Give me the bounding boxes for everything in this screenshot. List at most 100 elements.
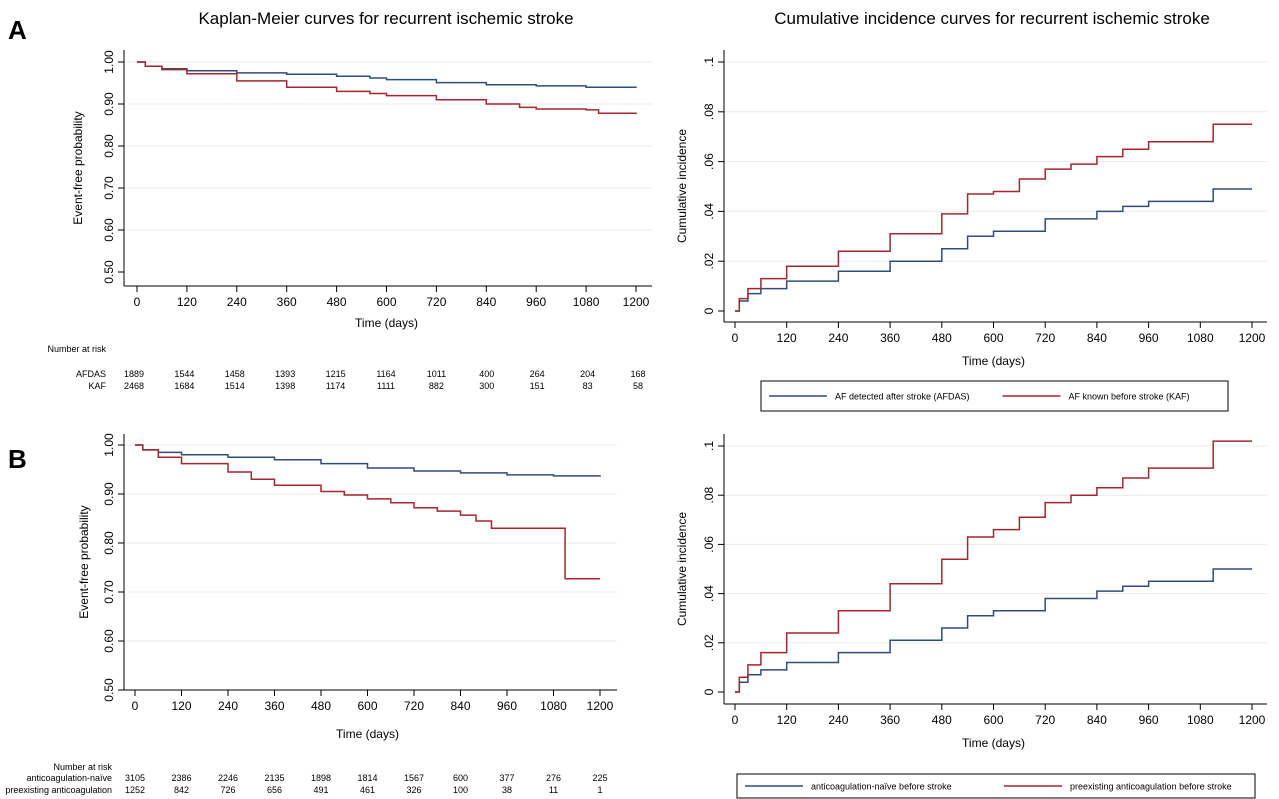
risk-value: 204 [580, 369, 595, 379]
x-tick-label: 0 [732, 331, 739, 345]
risk-value: 276 [546, 773, 561, 783]
risk-value: 2468 [124, 381, 144, 391]
y-tick-label: 0 [702, 688, 716, 695]
km-title: Kaplan-Meier curves for recurrent ischem… [198, 9, 573, 28]
risk-value: 2246 [218, 773, 238, 783]
y-tick-label: .02 [702, 253, 716, 270]
x-tick-label: 240 [227, 295, 247, 309]
risk-value: 842 [174, 785, 189, 795]
y-tick-label: 0.80 [102, 134, 116, 158]
y-axis-label: Event-free probability [77, 505, 91, 618]
legend-label: AF detected after stroke (AFDAS) [835, 392, 970, 402]
panel-letter-b: B [8, 444, 27, 474]
x-tick-label: 120 [777, 713, 797, 727]
y-tick-label: 0.60 [102, 218, 116, 242]
series-line-red [735, 440, 1252, 693]
x-tick-label: 720 [404, 699, 424, 713]
risk-value: 1215 [326, 369, 346, 379]
risk-value: 1814 [357, 773, 377, 783]
risk-value: 1011 [427, 369, 446, 379]
risk-value: 882 [429, 381, 444, 391]
risk-value: 225 [592, 773, 607, 783]
risk-value: 656 [267, 785, 282, 795]
risk-value: 377 [499, 773, 514, 783]
x-tick-label: 600 [983, 713, 1003, 727]
x-tick-label: 960 [1139, 331, 1159, 345]
risk-value: 1889 [124, 369, 144, 379]
x-tick-label: 720 [426, 295, 446, 309]
series-line-red [735, 123, 1252, 312]
y-tick-label: .1 [702, 57, 716, 67]
chart-1: 0 120 240 360 480 600 720 840 960 1080 1200 0.50 0.6… [47, 50, 652, 391]
risk-value: 1 [597, 785, 602, 795]
y-axis-label: Cumulative incidence [675, 512, 689, 626]
risk-value: 1544 [174, 369, 194, 379]
chart-3: 0 120 240 360 480 600 720 840 960 1080 1200 0.50 0.6… [5, 433, 617, 795]
x-tick-label: 1080 [573, 295, 600, 309]
legend-label: preexisting anticoagulation before strok… [1070, 782, 1232, 792]
y-tick-label: 0.90 [102, 482, 116, 506]
risk-table-header: Number at risk [47, 344, 106, 354]
x-tick-label: 120 [777, 331, 797, 345]
x-tick-label: 0 [732, 713, 739, 727]
series-line-red [135, 444, 600, 580]
risk-value: 168 [630, 369, 645, 379]
x-tick-label: 720 [1035, 331, 1055, 345]
series-line-blue [137, 61, 637, 88]
x-tick-label: 840 [1087, 713, 1107, 727]
risk-value: 726 [220, 785, 235, 795]
y-tick-label: .04 [702, 585, 716, 602]
y-tick-label: .08 [702, 487, 716, 504]
x-tick-label: 1200 [1239, 331, 1266, 345]
y-axis-label: Event-free probability [71, 111, 85, 224]
risk-value: 2135 [264, 773, 284, 783]
x-tick-label: 1080 [1187, 713, 1214, 727]
risk-row-label: preexisting anticoagulation [5, 785, 112, 795]
risk-value: 83 [583, 381, 593, 391]
ci-title: Cumulative incidence curves for recurren… [774, 9, 1210, 28]
risk-value: 491 [313, 785, 328, 795]
x-tick-label: 360 [277, 295, 297, 309]
risk-value: 151 [530, 381, 545, 391]
series-line-blue [735, 188, 1252, 312]
x-tick-label: 1200 [587, 699, 614, 713]
x-tick-label: 480 [311, 699, 331, 713]
risk-value: 1567 [404, 773, 424, 783]
x-tick-label: 240 [828, 331, 848, 345]
x-axis-label: Time (days) [336, 727, 399, 741]
y-axis-label: Cumulative incidence [675, 129, 689, 243]
x-tick-label: 480 [932, 331, 952, 345]
x-tick-label: 1080 [1187, 331, 1214, 345]
x-tick-label: 120 [171, 699, 191, 713]
x-tick-label: 360 [880, 713, 900, 727]
risk-value: 11 [549, 785, 558, 795]
y-tick-label: 0.70 [102, 176, 116, 200]
x-tick-label: 960 [497, 699, 517, 713]
x-tick-label: 960 [1139, 713, 1159, 727]
y-tick-label: .1 [702, 441, 716, 451]
x-tick-label: 240 [218, 699, 238, 713]
y-tick-label: 0.70 [102, 580, 116, 604]
y-tick-label: .06 [702, 153, 716, 170]
x-tick-label: 0 [134, 295, 141, 309]
y-tick-label: 0.80 [102, 531, 116, 555]
legend-box [736, 773, 1256, 799]
legend-box [760, 380, 1229, 412]
y-tick-label: 1.00 [102, 433, 116, 457]
y-tick-label: 0.50 [102, 678, 116, 702]
x-tick-label: 480 [327, 295, 347, 309]
x-axis-label: Time (days) [355, 316, 418, 330]
risk-value: 1684 [174, 381, 194, 391]
risk-value: 264 [530, 369, 545, 379]
risk-value: 38 [502, 785, 512, 795]
y-tick-label: .04 [702, 203, 716, 220]
y-tick-label: 0 [702, 307, 716, 314]
x-tick-label: 120 [177, 295, 197, 309]
x-tick-label: 1200 [1239, 713, 1266, 727]
risk-value: 600 [453, 773, 468, 783]
y-tick-label: 0.60 [102, 629, 116, 653]
legend-label: AF known before stroke (KAF) [1069, 392, 1190, 402]
x-tick-label: 840 [450, 699, 470, 713]
x-axis-label: Time (days) [962, 354, 1025, 368]
